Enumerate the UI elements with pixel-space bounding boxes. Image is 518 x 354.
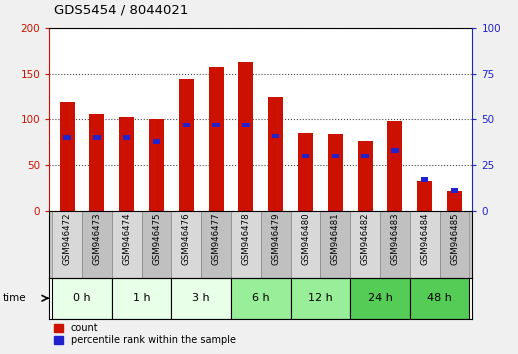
Text: time: time bbox=[3, 293, 26, 303]
Text: GSM946473: GSM946473 bbox=[92, 213, 102, 265]
Bar bbox=[391, 148, 399, 153]
Text: 48 h: 48 h bbox=[427, 293, 452, 303]
Bar bbox=[171, 278, 231, 319]
Text: GSM946480: GSM946480 bbox=[301, 213, 310, 265]
Bar bbox=[82, 211, 112, 278]
Bar bbox=[119, 117, 134, 211]
Text: 6 h: 6 h bbox=[252, 293, 270, 303]
Bar bbox=[302, 154, 309, 158]
Legend: count, percentile rank within the sample: count, percentile rank within the sample bbox=[54, 324, 236, 346]
Bar bbox=[421, 177, 428, 182]
Bar bbox=[410, 211, 440, 278]
Bar bbox=[93, 136, 100, 140]
Bar bbox=[90, 114, 104, 211]
Bar bbox=[291, 211, 321, 278]
Text: GSM946474: GSM946474 bbox=[122, 213, 131, 265]
Bar bbox=[387, 121, 402, 211]
Text: GSM946484: GSM946484 bbox=[420, 213, 429, 265]
Bar bbox=[268, 97, 283, 211]
Bar bbox=[212, 123, 220, 127]
Bar bbox=[440, 211, 469, 278]
Text: GDS5454 / 8044021: GDS5454 / 8044021 bbox=[54, 4, 189, 17]
Bar bbox=[149, 120, 164, 211]
Bar bbox=[261, 211, 291, 278]
Bar bbox=[410, 278, 469, 319]
Bar bbox=[291, 278, 350, 319]
Bar bbox=[60, 102, 75, 211]
Bar bbox=[52, 211, 82, 278]
Text: GSM946479: GSM946479 bbox=[271, 213, 280, 265]
Bar bbox=[112, 211, 141, 278]
Text: 24 h: 24 h bbox=[368, 293, 393, 303]
Text: 1 h: 1 h bbox=[133, 293, 150, 303]
Bar bbox=[179, 79, 194, 211]
Bar bbox=[209, 67, 224, 211]
Text: GSM946485: GSM946485 bbox=[450, 213, 459, 265]
Bar bbox=[231, 211, 261, 278]
Bar bbox=[182, 123, 190, 127]
Bar bbox=[451, 188, 458, 193]
Text: GSM946482: GSM946482 bbox=[361, 213, 370, 265]
Bar bbox=[298, 133, 313, 211]
Text: GSM946472: GSM946472 bbox=[63, 213, 71, 265]
Bar bbox=[238, 62, 253, 211]
Bar bbox=[272, 133, 279, 138]
Bar bbox=[52, 278, 112, 319]
Bar bbox=[321, 211, 350, 278]
Bar bbox=[447, 190, 462, 211]
Bar bbox=[231, 278, 291, 319]
Text: 3 h: 3 h bbox=[192, 293, 210, 303]
Text: GSM946478: GSM946478 bbox=[241, 213, 250, 265]
Text: GSM946475: GSM946475 bbox=[152, 213, 161, 265]
Bar bbox=[332, 154, 339, 158]
Text: 0 h: 0 h bbox=[73, 293, 91, 303]
Bar bbox=[153, 139, 160, 144]
Bar bbox=[242, 123, 250, 127]
Bar bbox=[418, 181, 432, 211]
Text: GSM946477: GSM946477 bbox=[212, 213, 221, 265]
Bar bbox=[362, 154, 369, 158]
Text: GSM946481: GSM946481 bbox=[331, 213, 340, 265]
Bar bbox=[350, 278, 410, 319]
Bar bbox=[350, 211, 380, 278]
Bar bbox=[328, 134, 343, 211]
Bar bbox=[380, 211, 410, 278]
Text: GSM946476: GSM946476 bbox=[182, 213, 191, 265]
Bar bbox=[357, 141, 372, 211]
Bar bbox=[123, 136, 131, 140]
Bar bbox=[201, 211, 231, 278]
Bar bbox=[171, 211, 201, 278]
Text: GSM946483: GSM946483 bbox=[391, 213, 399, 265]
Bar bbox=[141, 211, 171, 278]
Bar bbox=[112, 278, 171, 319]
Bar bbox=[63, 136, 71, 140]
Text: 12 h: 12 h bbox=[308, 293, 333, 303]
